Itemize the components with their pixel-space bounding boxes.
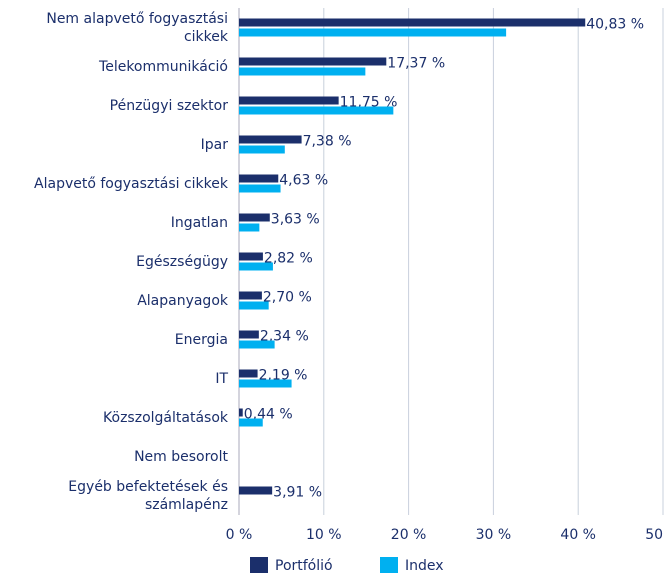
value-label: 17,37 % xyxy=(387,56,445,72)
bar xyxy=(239,252,263,261)
bar xyxy=(239,135,302,144)
bar xyxy=(239,330,259,339)
value-label: 40,83 % xyxy=(586,17,644,33)
bar xyxy=(239,262,273,271)
x-tick-label: 50 % xyxy=(645,527,668,543)
value-label: 2,82 % xyxy=(264,251,313,267)
category-label: Egészségügy xyxy=(136,253,228,270)
bar xyxy=(239,18,586,27)
category-label: Alapanyagok xyxy=(137,292,228,309)
bar xyxy=(239,67,366,76)
x-tick-label: 20 % xyxy=(391,527,427,543)
value-label: 7,38 % xyxy=(303,134,352,150)
bar xyxy=(239,213,270,222)
legend-label: Index xyxy=(405,558,444,574)
bar xyxy=(239,174,279,183)
bar xyxy=(239,340,275,349)
bar xyxy=(239,291,262,300)
x-tick-label: 10 % xyxy=(306,527,342,543)
category-label: IT xyxy=(215,370,228,387)
category-label: Egyéb befektetések és számlapénz xyxy=(68,478,228,513)
category-label: Közszolgáltatások xyxy=(103,409,228,426)
x-tick-label: 40 % xyxy=(560,527,596,543)
bar xyxy=(239,301,269,310)
bar xyxy=(239,184,281,193)
value-label: 3,91 % xyxy=(273,485,322,501)
category-label: Ingatlan xyxy=(170,214,228,231)
category-label: Nem alapvető fogyasztási cikkek xyxy=(46,10,228,45)
category-label: Energia xyxy=(174,331,228,348)
legend-label: Portfólió xyxy=(275,558,333,574)
bar xyxy=(239,96,339,105)
bar xyxy=(239,418,263,427)
bar xyxy=(239,486,273,495)
value-label: 3,63 % xyxy=(271,212,320,228)
bar xyxy=(239,28,507,37)
bar xyxy=(239,223,260,232)
legend-swatch xyxy=(250,557,268,573)
category-label: Telekommunikáció xyxy=(99,58,228,75)
bar xyxy=(239,369,258,378)
bar xyxy=(239,408,243,417)
x-tick-label: 0 % xyxy=(226,527,253,543)
bar xyxy=(239,145,285,154)
bar xyxy=(239,106,394,115)
bar xyxy=(239,379,292,388)
category-label: Ipar xyxy=(200,136,228,153)
x-tick-label: 30 % xyxy=(476,527,512,543)
category-label: Pénzügyi szektor xyxy=(109,97,228,114)
value-label: 2,70 % xyxy=(263,290,312,306)
category-label: Alapvető fogyasztási cikkek xyxy=(34,175,228,192)
category-label: Nem besorolt xyxy=(134,448,228,465)
value-label: 4,63 % xyxy=(279,173,328,189)
legend-swatch xyxy=(380,557,398,573)
bar xyxy=(239,57,387,66)
